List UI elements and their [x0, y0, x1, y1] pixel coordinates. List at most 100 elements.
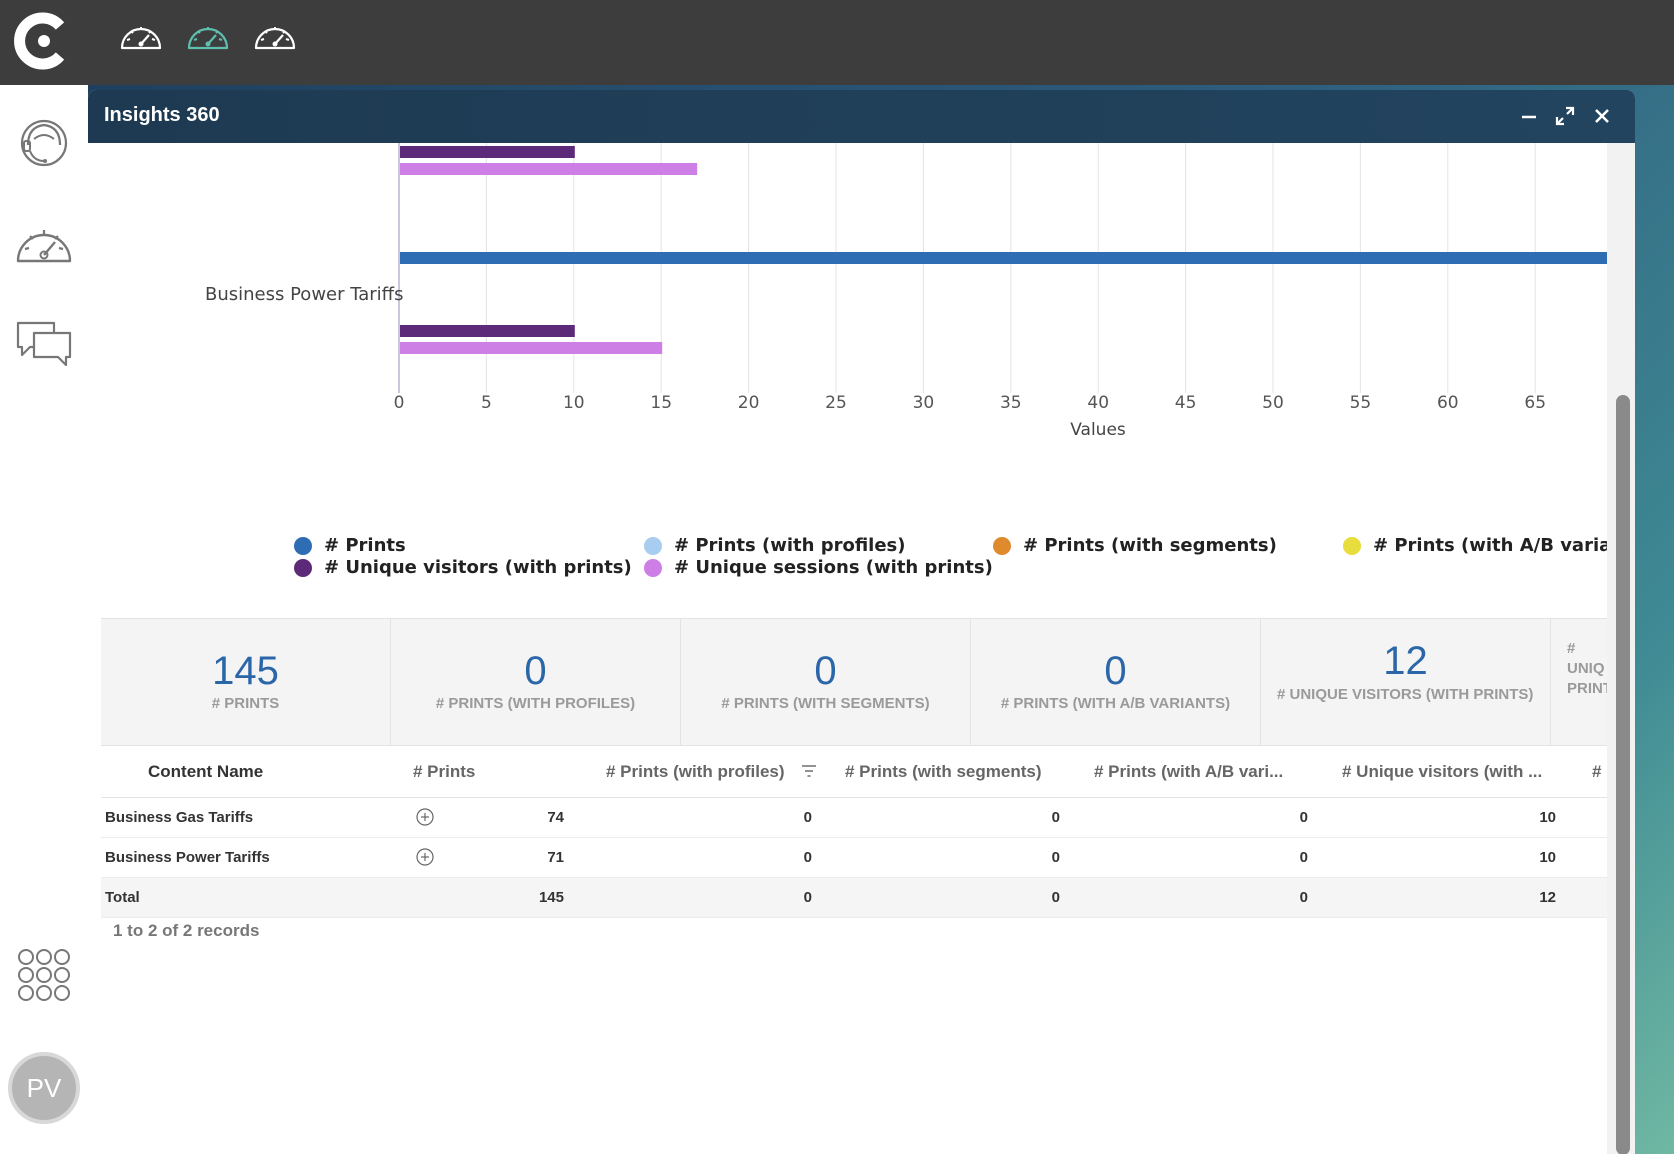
cell-total-label: Total	[105, 889, 140, 906]
data-table: Content Name # Prints # Prints (with pro…	[101, 746, 1607, 918]
x-tick-label: 20	[738, 393, 760, 413]
x-tick-label: 0	[394, 393, 405, 413]
kpi-prints: 145 # PRINTS	[101, 619, 391, 747]
bar--unique-visitors-with-prints-	[400, 325, 575, 337]
cell-prints-ab: 0	[1299, 849, 1308, 866]
window-header[interactable]: Insights 360	[88, 90, 1635, 143]
dashboard-icon[interactable]	[14, 215, 74, 275]
minimize-icon[interactable]	[1517, 104, 1541, 128]
legend-dot	[294, 536, 312, 555]
legend-dot	[644, 558, 662, 577]
legend-item-prints-segments[interactable]: # Prints (with segments)	[993, 535, 1277, 556]
table-row[interactable]: Business Gas Tariffs 74 0 0 0 10	[101, 798, 1607, 838]
cell-prints-ab: 0	[1299, 809, 1308, 826]
legend-item-unique-visitors[interactable]: # Unique visitors (with prints)	[294, 557, 632, 578]
x-tick-label: 10	[563, 393, 585, 413]
window-title: Insights 360	[104, 104, 220, 126]
x-tick-label: 5	[481, 393, 492, 413]
filter-icon[interactable]	[800, 762, 818, 780]
legend-label: # Prints (with segments)	[1023, 535, 1277, 556]
reports-gauge-icon[interactable]	[252, 18, 298, 52]
legend-item-prints-profiles[interactable]: # Prints (with profiles)	[644, 535, 906, 556]
cell-unique-visitors: 10	[1539, 849, 1556, 866]
x-tick-label: 55	[1350, 393, 1372, 413]
bar-chart: Business Power Tariffs 0 5 10 15 20 25 30 35 40 45…	[205, 143, 1607, 440]
kpi-unique-visitors: 12 # UNIQUE VISITORS (WITH PRINTS)	[1261, 619, 1551, 747]
chat-icon[interactable]	[14, 313, 74, 373]
table-total-row: Total 145 0 0 0 12	[101, 878, 1607, 918]
kpi-label: # PRINTS (WITH A/B VARIANTS)	[1000, 695, 1231, 712]
app-logo-icon[interactable]	[14, 12, 70, 70]
left-sidebar: PV	[0, 85, 88, 1154]
cell-prints-profiles: 0	[803, 849, 812, 866]
avatar-initials: PV	[26, 1072, 62, 1103]
legend-label: # Prints (with profiles)	[674, 535, 906, 556]
table-row[interactable]: Business Power Tariffs 71 0 0 0 10	[101, 838, 1607, 878]
cell-prints-segments: 0	[1051, 889, 1060, 906]
expand-row-icon[interactable]	[415, 807, 435, 827]
bar--prints	[400, 252, 1607, 264]
legend-item-prints[interactable]: # Prints	[294, 535, 406, 556]
kpi-label: # PRINTS (WITH SEGMENTS)	[721, 695, 930, 712]
legend-dot	[294, 558, 312, 577]
category-label: Business Power Tariffs	[205, 284, 403, 305]
kpi-prints-segments: 0 # PRINTS (WITH SEGMENTS)	[681, 619, 971, 747]
cell-prints-segments: 0	[1051, 809, 1060, 826]
dashboard-gauge-icon[interactable]	[118, 18, 164, 52]
kpi-strip: 145 # PRINTS 0 # PRINTS (WITH PROFILES) …	[101, 618, 1607, 747]
x-tick-label: 65	[1524, 393, 1546, 413]
kpi-unique-sessions: # UNIQ PRINTS	[1551, 619, 1607, 747]
close-icon[interactable]	[1590, 104, 1614, 128]
cell-prints: 145	[538, 889, 564, 906]
cell-unique-visitors: 10	[1539, 809, 1556, 826]
analytics-gauge-icon[interactable]	[185, 18, 231, 52]
x-axis-label: Values	[1070, 420, 1126, 440]
cell-content-name: Business Power Tariffs	[105, 849, 270, 866]
insights-window: Insights 360 Business Power Tariffs 0 5 10 1…	[88, 90, 1635, 1154]
records-count: 1 to 2 of 2 records	[113, 921, 260, 940]
kpi-value: 0	[524, 649, 547, 693]
cell-prints-profiles: 0	[803, 889, 812, 906]
legend-label: # Unique visitors (with prints)	[324, 557, 632, 578]
scrollbar-thumb[interactable]	[1616, 395, 1630, 1154]
maximize-icon[interactable]	[1553, 104, 1577, 128]
column-header-prints-ab[interactable]: # Prints (with A/B vari...	[1094, 762, 1284, 781]
kpi-prints-profiles: 0 # PRINTS (WITH PROFILES)	[391, 619, 681, 747]
expand-row-icon[interactable]	[415, 847, 435, 867]
x-tick-label: 15	[650, 393, 672, 413]
kpi-prints-ab: 0 # PRINTS (WITH A/B VARIANTS)	[971, 619, 1261, 747]
legend-item-prints-ab[interactable]: # Prints (with A/B variants)	[1343, 535, 1607, 556]
column-header-prints-segments[interactable]: # Prints (with segments)	[845, 762, 1042, 781]
column-header-unique-visitors[interactable]: # Unique visitors (with ...	[1342, 762, 1543, 781]
column-header-content-name[interactable]: Content Name	[148, 762, 264, 781]
cell-prints: 71	[547, 849, 564, 866]
apps-grid-icon[interactable]	[14, 945, 74, 1005]
legend-dot	[993, 536, 1011, 555]
kpi-value: 145	[212, 649, 279, 693]
legend-item-unique-sessions[interactable]: # Unique sessions (with prints)	[644, 557, 993, 578]
bar--unique-sessions-with-prints-	[400, 163, 698, 175]
legend-dot	[644, 536, 662, 555]
support-agent-icon[interactable]	[14, 115, 74, 175]
column-header-prints[interactable]: # Prints	[413, 762, 476, 781]
cell-prints-ab: 0	[1299, 889, 1308, 906]
user-avatar[interactable]: PV	[8, 1052, 80, 1124]
kpi-label: # UNIQ PRINTS	[1567, 640, 1607, 697]
x-tick-label: 30	[913, 393, 935, 413]
kpi-label: # PRINTS (WITH PROFILES)	[435, 695, 636, 712]
column-header-unique-sessions[interactable]: # U	[1592, 762, 1607, 781]
cell-prints: 74	[547, 809, 564, 826]
x-tick-label: 35	[1000, 393, 1022, 413]
x-tick-label: 45	[1175, 393, 1197, 413]
x-tick-label: 60	[1437, 393, 1459, 413]
table-header: Content Name # Prints # Prints (with pro…	[101, 746, 1607, 798]
window-content: Business Power Tariffs 0 5 10 15 20 25 30 35 40 45…	[101, 143, 1607, 1154]
kpi-label: # UNIQUE VISITORS (WITH PRINTS)	[1277, 686, 1534, 703]
legend-label: # Prints (with A/B variants)	[1373, 535, 1607, 556]
legend-label: # Unique sessions (with prints)	[674, 557, 993, 578]
kpi-value: 12	[1383, 639, 1428, 683]
column-header-prints-profiles[interactable]: # Prints (with profiles)	[606, 762, 785, 781]
legend-label: # Prints	[324, 535, 406, 556]
x-tick-label: 50	[1262, 393, 1284, 413]
legend-dot	[1343, 536, 1361, 555]
